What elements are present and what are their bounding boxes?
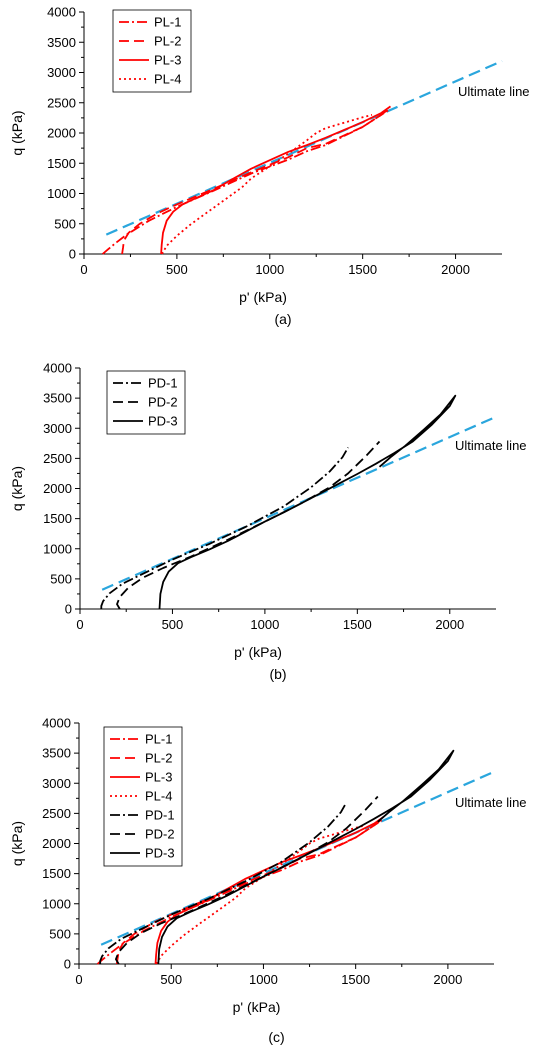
x-tick-label: 2000: [441, 262, 470, 277]
legend-label: PL-2: [145, 751, 172, 766]
y-tick-label: 2500: [47, 95, 76, 110]
y-axis-label: q (kPa): [9, 821, 25, 866]
y-tick-label: 500: [54, 216, 76, 231]
legend: PD-1 PD-2 PD-3: [106, 370, 186, 435]
ultimate-line-label: Ultimate line: [458, 84, 530, 99]
legend-label: PD-2: [148, 395, 178, 410]
panel-label: (b): [269, 666, 286, 682]
y-tick-label: 3500: [47, 35, 76, 50]
x-tick-label: 1500: [341, 972, 370, 987]
x-tick-label: 2000: [433, 972, 462, 987]
series-line-pl-3: [160, 105, 392, 255]
y-tick-label: 3000: [42, 776, 71, 791]
ultimate-line: [105, 59, 503, 236]
legend-label: PL-2: [154, 34, 181, 49]
y-tick-label: 500: [49, 926, 71, 941]
series-line-pl-4: [161, 114, 373, 255]
legend-label: PL-1: [145, 732, 172, 747]
chart-panel-1: 0 500 1000 1500 2000 0 500 1000 1500 2000 2500 3000…: [9, 5, 530, 328]
y-tick-label: 1000: [47, 186, 76, 201]
x-tick-label: 1500: [343, 617, 372, 632]
legend-label: PL-4: [145, 789, 172, 804]
legend: PL-1 PL-2 PL-3 PL-4: [112, 9, 192, 93]
y-tick-label: 2500: [42, 806, 71, 821]
y-tick-label: 3000: [47, 65, 76, 80]
y-tick-label: 0: [69, 247, 76, 262]
legend-label: PD-2: [145, 827, 175, 842]
x-axis-label: p' (kPa): [233, 999, 281, 1015]
x-axis-label: p' (kPa): [239, 289, 287, 305]
x-tick-label: 1000: [250, 617, 279, 632]
panel-label: (a): [274, 311, 291, 327]
legend: PL-1 PL-2 PL-3 PL-4 PD-1 PD-2 PD-3: [103, 726, 183, 867]
y-tick-label: 4000: [43, 361, 72, 376]
chart-panel-2: 0 500 1000 1500 2000 0 500 1000 1500 2000 2500 3000…: [9, 361, 527, 683]
y-tick-label: 2500: [43, 451, 72, 466]
series-line-pd-2: [115, 795, 379, 965]
legend-label: PD-1: [145, 808, 175, 823]
series-line-pd-3: [158, 394, 457, 610]
y-tick-label: 3500: [43, 391, 72, 406]
y-tick-label: 2000: [47, 126, 76, 141]
y-tick-label: 1000: [42, 896, 71, 911]
y-tick-label: 0: [64, 957, 71, 972]
series-line-pl-3: [154, 816, 384, 965]
x-tick-label: 2000: [435, 617, 464, 632]
y-tick-label: 1500: [47, 156, 76, 171]
y-axis-label: q (kPa): [9, 466, 25, 511]
y-tick-label: 2000: [42, 836, 71, 851]
y-tick-label: 3500: [42, 746, 71, 761]
y-tick-label: 4000: [47, 5, 76, 20]
series-line-pd-1: [99, 802, 348, 964]
x-tick-label: 500: [160, 972, 182, 987]
y-tick-label: 1500: [42, 866, 71, 881]
x-tick-label: 1000: [249, 972, 278, 987]
legend-label: PD-3: [148, 414, 178, 429]
ultimate-line: [101, 415, 497, 591]
x-tick-label: 0: [75, 972, 82, 987]
y-tick-label: 2000: [43, 481, 72, 496]
legend-label: PL-3: [154, 53, 181, 68]
y-tick-label: 1500: [43, 511, 72, 526]
series-line-pl-2: [121, 106, 392, 255]
series-line-pl-1: [96, 819, 382, 965]
series-line-pl-1: [102, 109, 390, 255]
x-tick-label: 0: [80, 262, 87, 277]
y-tick-label: 1000: [43, 541, 72, 556]
ultimate-line-label: Ultimate line: [455, 795, 527, 810]
y-tick-label: 500: [50, 571, 72, 586]
legend-label: PL-1: [154, 15, 181, 30]
series-line-pd-3: [157, 749, 455, 965]
ultimate-line-label: Ultimate line: [455, 438, 527, 453]
x-tick-label: 1500: [348, 262, 377, 277]
legend-label: PD-3: [145, 846, 175, 861]
series-line-pl-4: [155, 824, 366, 965]
legend-label: PL-4: [154, 72, 181, 87]
x-tick-label: 500: [166, 262, 188, 277]
x-tick-label: 1000: [255, 262, 284, 277]
series-line-pd-2: [116, 440, 381, 610]
y-axis-label: q (kPa): [9, 110, 25, 155]
chart-panel-3: 0 500 1000 1500 2000 0 500 1000 1500 2000 2500 3000…: [9, 716, 527, 1046]
y-tick-label: 4000: [42, 716, 71, 731]
legend-label: PL-3: [145, 770, 172, 785]
y-tick-label: 3000: [43, 421, 72, 436]
panel-label: (c): [268, 1029, 284, 1045]
x-axis-label: p' (kPa): [234, 644, 282, 660]
y-tick-label: 0: [65, 602, 72, 617]
x-tick-label: 0: [76, 617, 83, 632]
x-tick-label: 500: [162, 617, 184, 632]
series-line-pd-1: [100, 447, 349, 609]
legend-label: PD-1: [148, 376, 178, 391]
